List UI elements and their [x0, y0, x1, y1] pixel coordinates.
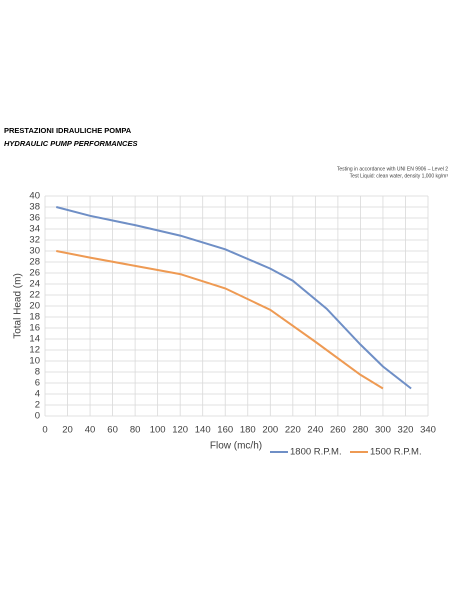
x-tick-label: 60 [107, 425, 118, 436]
x-tick-label: 180 [240, 425, 256, 436]
y-tick-label: 14 [29, 334, 40, 345]
y-tick-label: 4 [35, 389, 40, 400]
y-tick-label: 10 [29, 356, 40, 367]
x-tick-label: 80 [130, 425, 141, 436]
y-tick-label: 2 [35, 400, 40, 411]
note: Test Liquid: clean water, density 1,000 … [350, 173, 449, 179]
y-tick-label: 38 [29, 202, 40, 213]
y-tick-label: 16 [29, 323, 40, 334]
y-tick-label: 8 [35, 367, 40, 378]
y-tick-label: 40 [29, 191, 40, 202]
y-tick-label: 28 [29, 257, 40, 268]
y-tick-label: 34 [29, 224, 40, 235]
x-tick-label: 260 [330, 425, 346, 436]
x-tick-label: 160 [217, 425, 233, 436]
x-tick-label: 200 [262, 425, 278, 436]
chart-title: PRESTAZIONI IDRAULICHE POMPA [4, 126, 132, 135]
y-tick-label: 20 [29, 301, 40, 312]
x-tick-label: 40 [85, 425, 96, 436]
x-tick-label: 100 [150, 425, 166, 436]
data-line [56, 250, 384, 390]
x-tick-label: 220 [285, 425, 301, 436]
x-tick-label: 280 [352, 425, 368, 436]
x-tick-label: 240 [307, 425, 323, 436]
x-tick-label: 340 [420, 425, 436, 436]
y-tick-label: 6 [35, 378, 40, 389]
y-tick-label: 32 [29, 235, 40, 246]
y-tick-label: 24 [29, 279, 40, 290]
x-tick-label: 300 [375, 425, 391, 436]
y-axis-label: Total Head (m) [13, 273, 24, 339]
y-tick-label: 36 [29, 213, 40, 224]
y-tick-label: 26 [29, 268, 40, 279]
chart-subtitle: HYDRAULIC PUMP PERFORMANCES [4, 139, 137, 148]
x-tick-label: 140 [195, 425, 211, 436]
x-tick-label: 20 [62, 425, 73, 436]
y-tick-label: 12 [29, 345, 40, 356]
y-tick-label: 22 [29, 290, 40, 301]
y-tick-label: 30 [29, 246, 40, 257]
legend-label: 1500 R.P.M. [370, 447, 422, 458]
data-line [56, 206, 412, 390]
x-axis-label: Flow (mc/h) [210, 441, 262, 452]
y-tick-label: 18 [29, 312, 40, 323]
x-tick-label: 320 [398, 425, 414, 436]
note: Testing in accordance with UNI EN 9906 –… [337, 166, 448, 172]
x-tick-label: 0 [42, 425, 47, 436]
y-tick-label: 0 [35, 411, 40, 422]
legend-label: 1800 R.P.M. [290, 447, 342, 458]
x-tick-label: 120 [172, 425, 188, 436]
